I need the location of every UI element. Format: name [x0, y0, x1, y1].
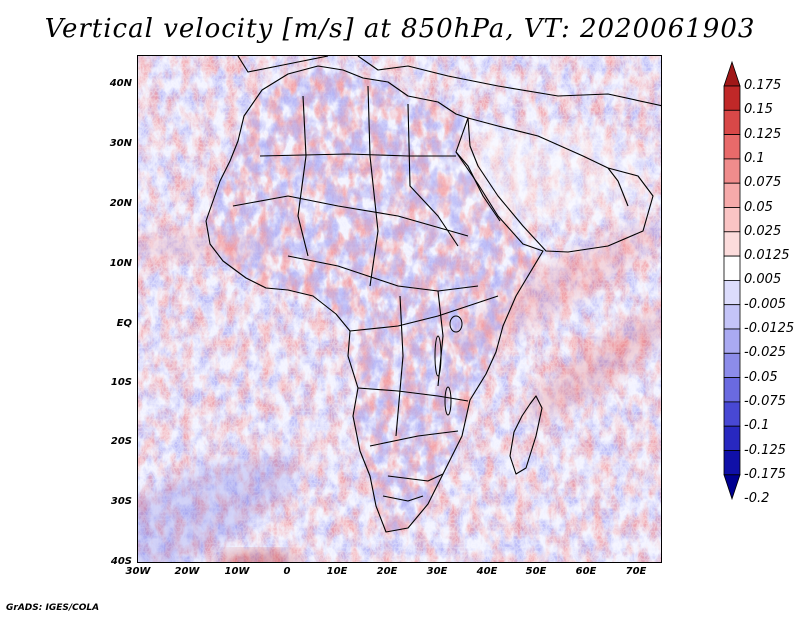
colorbar-tick-label: 0.125: [744, 126, 782, 142]
colorbar-bin: [723, 304, 741, 330]
colorbar-bin: [723, 158, 741, 184]
grads-credit: GrADS: IGES/COLA: [6, 603, 100, 613]
lat-label: 20N: [109, 198, 132, 209]
lon-label: 10W: [224, 566, 250, 577]
colorbar-bin: [723, 279, 741, 306]
map-panel: [137, 55, 662, 563]
lat-label: EQ: [116, 318, 132, 329]
colorbar-tick-label: -0.05: [744, 369, 778, 385]
colorbar-tick-label: 0.15: [744, 102, 773, 118]
colorbar-tick-label: -0.125: [744, 442, 786, 458]
lat-label: 40S: [110, 556, 132, 567]
vertical-velocity-map: [138, 56, 661, 562]
colorbar-min-arrow: [723, 474, 741, 501]
lon-label: 60E: [575, 566, 597, 577]
colorbar-bin: [723, 328, 741, 354]
lon-label: 30W: [125, 566, 151, 577]
colorbar-max-arrow: [723, 60, 741, 87]
colorbar: [723, 60, 741, 501]
colorbar-bin: [723, 255, 741, 281]
lon-label: 30E: [426, 566, 448, 577]
lon-label: 10E: [326, 566, 348, 577]
colorbar-bin: [723, 377, 741, 403]
lat-label: 30S: [110, 496, 132, 507]
colorbar-tick-label: -0.075: [744, 393, 786, 409]
lat-label: 10S: [110, 377, 132, 388]
lat-label: 20S: [110, 436, 132, 447]
colorbar-tick-label: 0.075: [744, 175, 782, 191]
lon-label: 70E: [625, 566, 647, 577]
colorbar-tick-label: -0.0125: [744, 321, 795, 336]
colorbar-bin: [723, 109, 741, 135]
lat-label: 40N: [109, 78, 132, 89]
lat-label: 10N: [109, 258, 132, 269]
colorbar-tick-label: 0.05: [744, 199, 773, 215]
colorbar-tick-label: -0.1: [744, 418, 770, 434]
colorbar-tick-label: 0.005: [744, 272, 782, 288]
colorbar-bin: [723, 207, 741, 233]
lon-label: 0: [283, 566, 291, 577]
lon-label: 20E: [376, 566, 398, 577]
colorbar-tick-label: 0.175: [744, 78, 782, 93]
lat-label: 30N: [109, 138, 132, 149]
colorbar-bin: [723, 352, 741, 378]
colorbar-bin: [723, 450, 741, 476]
lon-label: 50E: [525, 566, 547, 577]
colorbar-bin: [723, 401, 741, 427]
colorbar-tick-label: -0.025: [744, 345, 786, 361]
colorbar-tick-label: -0.175: [744, 466, 786, 482]
colorbar-bin: [723, 425, 741, 451]
colorbar-bin: [723, 85, 741, 111]
colorbar-tick-label: -0.2: [744, 491, 770, 507]
colorbar-tick-label: -0.005: [744, 296, 786, 312]
colorbar-tick-label: 0.025: [744, 223, 782, 239]
colorbar-bin: [723, 182, 741, 208]
colorbar-bin: [723, 231, 741, 257]
chart-title: Vertical velocity [m/s] at 850hPa, VT: 2…: [44, 14, 756, 44]
colorbar-tick-label: 0.1: [744, 150, 765, 166]
lon-label: 40E: [476, 566, 498, 577]
lon-label: 20W: [174, 566, 200, 577]
colorbar-tick-label: 0.0125: [744, 248, 790, 264]
colorbar-bin: [723, 134, 741, 160]
